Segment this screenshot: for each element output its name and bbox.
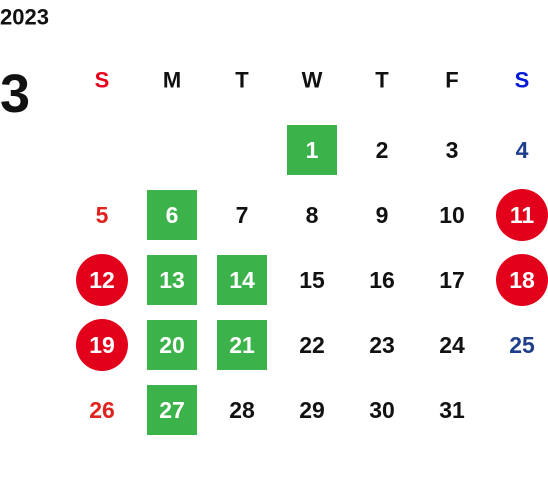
day: 7 xyxy=(236,202,249,228)
day-highlight xyxy=(76,254,128,306)
day: 11 xyxy=(510,202,535,228)
day: 3 xyxy=(446,137,459,163)
day: 22 xyxy=(299,332,325,358)
day: 31 xyxy=(439,397,465,423)
day-highlight xyxy=(496,189,548,241)
day: 29 xyxy=(299,397,325,423)
day-highlight xyxy=(217,320,267,370)
day: 13 xyxy=(159,267,185,293)
day: 28 xyxy=(229,397,255,423)
month: 3 xyxy=(0,64,30,124)
day-highlight xyxy=(147,190,197,240)
day-highlight xyxy=(287,125,337,175)
day: 1 xyxy=(306,137,319,163)
day: 19 xyxy=(89,332,115,358)
day: 14 xyxy=(229,267,255,293)
day-highlight xyxy=(76,319,128,371)
day: 23 xyxy=(369,332,395,358)
weekday: T xyxy=(235,68,249,93)
day: 8 xyxy=(306,202,319,228)
day-highlight xyxy=(496,254,548,306)
day: 27 xyxy=(159,397,185,423)
day-highlight xyxy=(147,255,197,305)
day: 20 xyxy=(159,332,185,358)
day: 16 xyxy=(369,267,395,293)
day: 6 xyxy=(166,202,179,228)
weekday: W xyxy=(302,68,323,93)
day: 12 xyxy=(89,267,115,293)
day: 26 xyxy=(89,397,115,423)
weekday: M xyxy=(163,68,181,93)
day: 25 xyxy=(509,332,535,358)
day: 30 xyxy=(369,397,395,423)
day: 15 xyxy=(299,267,325,293)
day: 21 xyxy=(229,332,255,358)
day: 17 xyxy=(439,267,465,293)
day: 5 xyxy=(96,202,109,228)
weekday: S xyxy=(515,68,530,93)
day: 10 xyxy=(439,202,465,228)
day: 2 xyxy=(376,137,389,163)
year: 2023 xyxy=(0,5,49,30)
day: 9 xyxy=(376,202,389,228)
day: 24 xyxy=(439,332,465,358)
weekday: F xyxy=(445,68,458,93)
weekday: T xyxy=(375,68,389,93)
weekday: S xyxy=(95,68,110,93)
day-highlight xyxy=(147,320,197,370)
day-highlight xyxy=(147,385,197,435)
day: 18 xyxy=(509,267,535,293)
day: 4 xyxy=(516,137,529,163)
day-highlight xyxy=(217,255,267,305)
